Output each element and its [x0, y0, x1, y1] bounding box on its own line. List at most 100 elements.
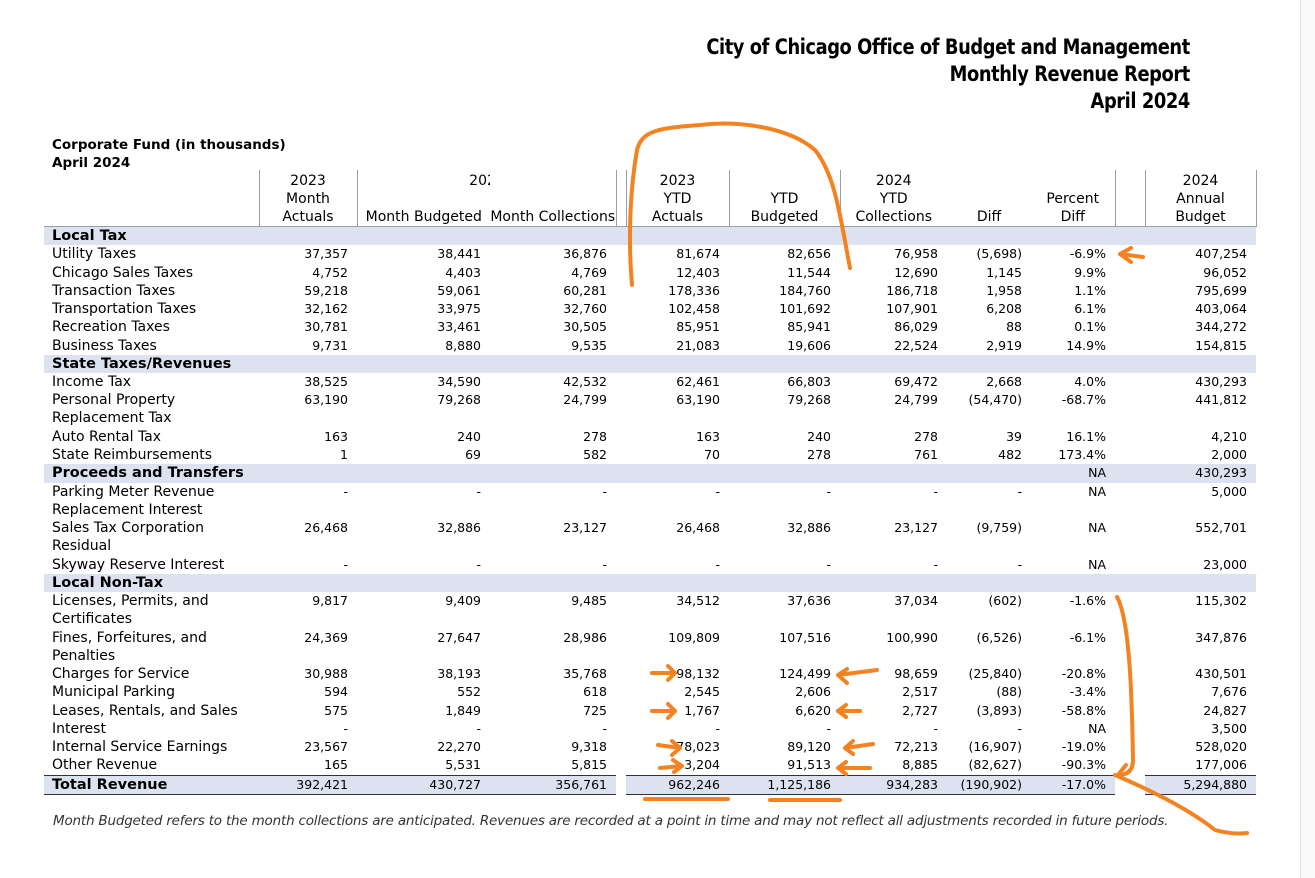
- cell-2024-ytd-collections: 278: [914, 428, 938, 444]
- row-label: Auto Rental Tax: [52, 428, 162, 445]
- cell-diff: 482: [998, 447, 1022, 463]
- cell-month-collections: 725: [583, 702, 607, 718]
- report-title-line3: April 2024: [1090, 89, 1191, 113]
- spacer-cell: [1115, 373, 1145, 392]
- spacer-cell: [616, 446, 626, 465]
- spacer-cell: [616, 701, 626, 720]
- report-title: City of Chicago Office of Budget and Man…: [706, 34, 1190, 115]
- cell-month-collections: 9,535: [571, 337, 607, 353]
- spacer-cell: [1115, 592, 1145, 629]
- row-label: Utility Taxes: [52, 246, 137, 263]
- spacer-cell: [616, 373, 626, 392]
- cell-2023-ytd-actuals: -: [715, 556, 720, 572]
- spacer-cell: [616, 391, 626, 428]
- cell-2024-annual-budget: 407,254: [1195, 246, 1247, 262]
- cell-ytd-budgeted: -: [826, 720, 831, 736]
- section-row-state-taxes-revenues: State Taxes/Revenues: [44, 354, 1256, 373]
- cell-2023-ytd-actuals: 163: [696, 428, 720, 444]
- cell-percent-diff: NA: [1088, 483, 1106, 499]
- cell-month-budgeted: 240: [457, 428, 481, 444]
- cell-month-budgeted: [357, 354, 490, 373]
- spacer-cell: [616, 300, 626, 319]
- spacer-cell: [616, 756, 626, 775]
- cell-2023-month-actuals: 392,421: [259, 774, 357, 795]
- cell-2023-ytd-actuals: 109,809: [668, 629, 720, 645]
- spacer-cell: [1115, 427, 1145, 446]
- cell-percent-diff: 1.1%: [1074, 282, 1106, 298]
- table-row-internal-service-earnings: Internal Service Earnings 23,567 22,270 9,3…: [44, 738, 1256, 757]
- cell-2023-ytd-actuals: 962,246: [626, 774, 729, 795]
- cell-diff: [947, 226, 1031, 246]
- cell-diff: (25,840): [968, 666, 1023, 682]
- cell-month-budgeted: 1,849: [445, 702, 481, 718]
- cell-2023-month-actuals: -: [343, 556, 348, 572]
- row-label: Transaction Taxes: [52, 282, 176, 299]
- cell-2023-ytd-actuals: 62,461: [676, 374, 720, 390]
- cell-month-budgeted: 59,061: [437, 282, 481, 298]
- spacer-cell: [1115, 719, 1145, 738]
- cell-month-collections: [490, 354, 616, 373]
- cell-2024-ytd-collections: 186,718: [886, 282, 938, 298]
- cell-2024-annual-budget: 3,500: [1211, 720, 1247, 736]
- row-label: State Reimbursements: [52, 447, 213, 464]
- cell-month-collections: 4,769: [571, 264, 607, 280]
- cell-diff: 2,668: [986, 374, 1022, 390]
- row-label: Leases, Rentals, and Sales: [52, 702, 238, 719]
- cell-2023-month-actuals: 4,752: [312, 264, 348, 280]
- cell-2023-month-actuals: -: [343, 483, 348, 499]
- row-label: Recreation Taxes: [52, 319, 170, 336]
- row-label: Fines, Forfeitures, and Penalties: [52, 629, 207, 664]
- cell-2023-month-actuals: 575: [324, 702, 348, 718]
- spacer-cell: [616, 592, 626, 629]
- cell-ytd-budgeted: [729, 464, 840, 483]
- header-2023-ytd-actuals: 2023 YTD Actuals: [625, 170, 729, 227]
- header-2024-annual-budget: 2024 Annual Budget: [1144, 170, 1257, 227]
- spacer-cell: [616, 263, 626, 282]
- cell-ytd-budgeted: 19,606: [787, 337, 831, 353]
- row-label: Skyway Reserve Interest: [52, 556, 225, 573]
- spacer-cell: [616, 281, 626, 300]
- spacer-cell: [1115, 318, 1145, 337]
- row-label: Business Taxes: [52, 337, 157, 354]
- cell-2023-ytd-actuals: 178,336: [668, 282, 720, 298]
- scrollbar-track[interactable]: [1300, 0, 1315, 878]
- spacer-cell: [1115, 683, 1145, 702]
- cell-2024-ytd-collections: 69,472: [894, 374, 938, 390]
- cell-2024-annual-budget: 96,052: [1203, 264, 1247, 280]
- spacer-cell: [616, 665, 626, 684]
- cell-2024-ytd-collections: -: [933, 556, 938, 572]
- cell-2024-ytd-collections: 22,524: [894, 337, 938, 353]
- cell-2024-ytd-collections: [840, 464, 947, 483]
- cell-percent-diff: -3.4%: [1069, 684, 1106, 700]
- cell-diff: (3,893): [976, 702, 1022, 718]
- spacer-cell: [1115, 245, 1145, 264]
- cell-2024-ytd-collections: 12,690: [894, 264, 938, 280]
- header-spacer: [616, 170, 626, 227]
- spacer-cell: [1115, 226, 1145, 246]
- cell-ytd-budgeted: 85,941: [787, 319, 831, 335]
- cell-2023-ytd-actuals: [626, 354, 729, 373]
- cell-2023-month-actuals: [259, 226, 357, 246]
- cell-month-budgeted: 32,886: [437, 520, 481, 535]
- cell-month-collections: [490, 226, 616, 246]
- spacer-cell: [1115, 263, 1145, 282]
- table-body: Local Tax Utility Taxes 37,357 38,441 36,876…: [44, 226, 1256, 795]
- table-row-personal-property-replacement-tax: Personal Property Replacement Tax 63,190 7…: [44, 391, 1256, 428]
- cell-month-collections: 23,127: [563, 520, 607, 535]
- row-label: State Taxes/Revenues: [44, 354, 259, 373]
- cell-ytd-budgeted: 124,499: [779, 666, 831, 682]
- cell-percent-diff: NA: [1031, 464, 1115, 483]
- cell-2023-ytd-actuals: 85,951: [676, 319, 720, 335]
- header-2024-ytd-collections: 2024 YTD Collections: [839, 170, 947, 227]
- table-row-leases-rentals-and-sales: Leases, Rentals, and Sales 575 1,849 725 1,7…: [44, 701, 1256, 720]
- cell-percent-diff: 173.4%: [1058, 447, 1106, 463]
- cell-2024-ytd-collections: 24,799: [894, 392, 938, 408]
- spacer-cell: [616, 628, 626, 665]
- row-label: Personal Property Replacement Tax: [52, 392, 176, 427]
- cell-ytd-budgeted: 82,656: [787, 246, 831, 262]
- cell-month-budgeted: [357, 573, 490, 592]
- spacer-cell: [616, 245, 626, 264]
- cell-month-budgeted: [357, 464, 490, 483]
- cell-percent-diff: 9.9%: [1074, 264, 1106, 280]
- cell-2023-ytd-actuals: 12,403: [676, 264, 720, 280]
